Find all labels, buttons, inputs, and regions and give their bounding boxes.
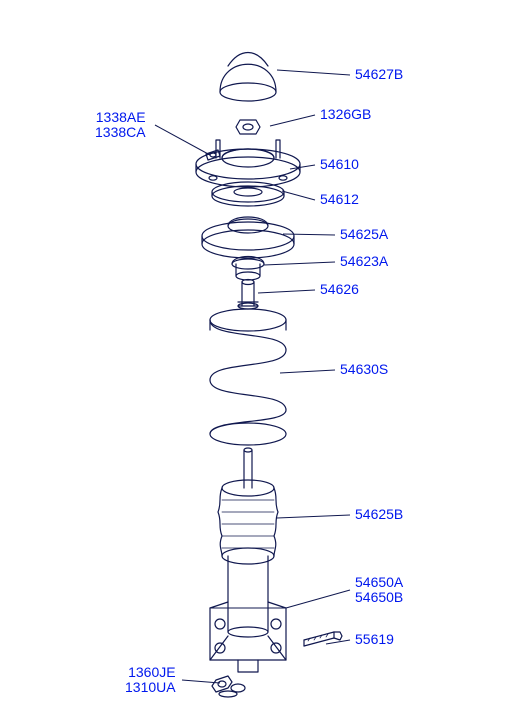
diagram-stage: 54627B1326GB1338AE1338CA546105461254625A… (0, 0, 532, 727)
callout-leader-lines (0, 0, 532, 727)
